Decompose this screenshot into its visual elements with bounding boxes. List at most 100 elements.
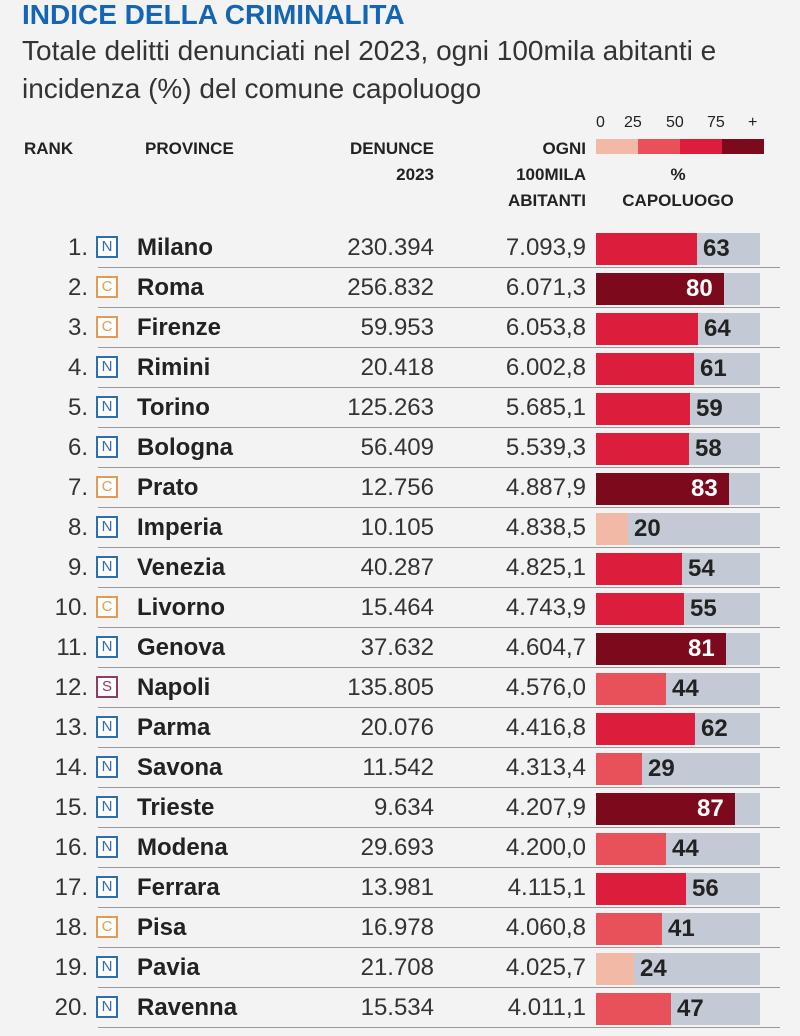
province-type-badge: C xyxy=(96,476,118,498)
pct-value: 64 xyxy=(704,315,731,342)
rank-number: 6. xyxy=(67,434,88,461)
rank-number: 12. xyxy=(54,674,88,701)
rank-number: 14. xyxy=(54,754,88,781)
pct-bar-fill xyxy=(596,273,724,305)
province-type-badge: N xyxy=(96,996,118,1018)
pct-value: 20 xyxy=(634,515,661,542)
rank-number: 3. xyxy=(67,314,88,341)
rank-number: 16. xyxy=(54,834,88,861)
pct-bar-fill xyxy=(596,353,694,385)
province-type-badge: C xyxy=(96,276,118,298)
rank-number: 11. xyxy=(56,634,88,661)
pct-bar-track: 29 xyxy=(596,753,760,785)
denunce-value: 16.978 xyxy=(360,914,434,941)
rank-number: 17. xyxy=(54,874,88,901)
rank-number: 2. xyxy=(67,274,88,301)
table-row: 4. N Rimini 20.418 6.002,8 61 xyxy=(0,348,800,388)
pct-bar-track: 44 xyxy=(596,833,760,865)
pct-bar-track: 62 xyxy=(596,713,760,745)
ogni-100mila-value: 4.313,4 xyxy=(505,754,586,781)
ogni-100mila-value: 4.060,8 xyxy=(505,914,586,941)
province-name: Imperia xyxy=(137,514,223,541)
province-name: Prato xyxy=(137,474,199,501)
legend-swatch xyxy=(680,139,722,154)
ogni-100mila-value: 4.838,5 xyxy=(505,514,586,541)
header-ogni-line1: OGNI xyxy=(542,139,586,158)
rank-number: 7. xyxy=(67,474,88,501)
province-type-badge: N xyxy=(96,956,118,978)
table-row: 6. N Bologna 56.409 5.539,3 58 xyxy=(0,428,800,468)
ogni-100mila-value: 6.053,8 xyxy=(505,314,586,341)
rank-number: 15. xyxy=(54,794,88,821)
province-type-badge: S xyxy=(96,676,118,698)
denunce-value: 9.634 xyxy=(373,794,434,821)
ogni-100mila-value: 4.115,1 xyxy=(507,874,586,901)
header-ogni: OGNI 100MILA ABITANTI xyxy=(460,136,586,214)
legend-swatch xyxy=(638,139,680,154)
table-row: 11. N Genova 37.632 4.604,7 81 xyxy=(0,628,800,668)
denunce-value: 13.981 xyxy=(360,874,434,901)
pct-bar-track: 56 xyxy=(596,873,760,905)
denunce-value: 20.418 xyxy=(360,354,434,381)
ogni-100mila-value: 4.416,8 xyxy=(505,714,586,741)
pct-bar-fill xyxy=(596,833,666,865)
table-row: 2. C Roma 256.832 6.071,3 80 xyxy=(0,268,800,308)
header-pct-line1: % xyxy=(670,165,686,184)
province-name: Venezia xyxy=(137,554,226,581)
ogni-100mila-value: 4.825,1 xyxy=(505,554,586,581)
rank-number: 10. xyxy=(54,594,88,621)
pct-value: 44 xyxy=(672,835,699,862)
rank-number: 4. xyxy=(67,354,88,381)
province-name: Torino xyxy=(137,394,210,421)
province-name: Ferrara xyxy=(137,874,220,901)
table-row: 7. C Prato 12.756 4.887,9 83 xyxy=(0,468,800,508)
denunce-value: 29.693 xyxy=(360,834,434,861)
denunce-value: 40.287 xyxy=(360,554,434,581)
pct-bar-track: 83 xyxy=(596,473,760,505)
pct-value: 47 xyxy=(677,995,704,1022)
ogni-100mila-value: 4.887,9 xyxy=(505,474,586,501)
legend-swatch xyxy=(596,139,638,154)
denunce-value: 12.756 xyxy=(360,474,434,501)
pct-bar-fill xyxy=(596,393,690,425)
pct-bar-fill xyxy=(596,593,684,625)
province-type-badge: N xyxy=(96,236,118,258)
pct-bar-track: 54 xyxy=(596,553,760,585)
ogni-100mila-value: 4.207,9 xyxy=(505,794,586,821)
province-name: Savona xyxy=(137,754,223,781)
rank-number: 13. xyxy=(54,714,88,741)
ogni-100mila-value: 5.685,1 xyxy=(505,394,586,421)
province-type-badge: N xyxy=(96,796,118,818)
denunce-value: 10.105 xyxy=(360,514,434,541)
table-row: 18. C Pisa 16.978 4.060,8 41 xyxy=(0,908,800,948)
pct-value: 29 xyxy=(648,755,675,782)
ogni-100mila-value: 4.025,7 xyxy=(505,954,586,981)
legend-labels: 0 25 50 75 + xyxy=(596,114,764,134)
pct-bar-fill xyxy=(596,633,726,665)
page-subtitle: Totale delitti denunciati nel 2023, ogni… xyxy=(22,35,717,104)
rank-number: 18. xyxy=(54,914,88,941)
table-row: 5. N Torino 125.263 5.685,1 59 xyxy=(0,388,800,428)
pct-bar-fill xyxy=(596,913,662,945)
province-name: Roma xyxy=(137,274,204,301)
denunce-value: 15.534 xyxy=(360,994,434,1021)
province-name: Modena xyxy=(137,834,228,861)
rank-number: 5. xyxy=(67,394,88,421)
pct-value: 63 xyxy=(703,235,730,262)
ogni-100mila-value: 4.743,9 xyxy=(505,594,586,621)
denunce-value: 15.464 xyxy=(360,594,434,621)
province-type-badge: N xyxy=(96,876,118,898)
province-name: Pisa xyxy=(137,914,187,941)
pct-bar-fill xyxy=(596,673,666,705)
province-type-badge: N xyxy=(96,716,118,738)
province-name: Genova xyxy=(137,634,226,661)
legend-label: 0 xyxy=(596,114,605,131)
denunce-value: 11.542 xyxy=(362,754,434,781)
header-province: PROVINCE xyxy=(145,139,234,158)
pct-bar-track: 58 xyxy=(596,433,760,465)
header-denunce-line1: DENUNCE xyxy=(349,139,434,158)
table-row: 1. N Milano 230.394 7.093,9 63 xyxy=(0,228,800,268)
header-ogni-line2: 100MILA xyxy=(516,165,586,184)
table-row: 20. N Ravenna 15.534 4.011,1 47 xyxy=(0,988,800,1028)
province-type-badge: N xyxy=(96,356,118,378)
